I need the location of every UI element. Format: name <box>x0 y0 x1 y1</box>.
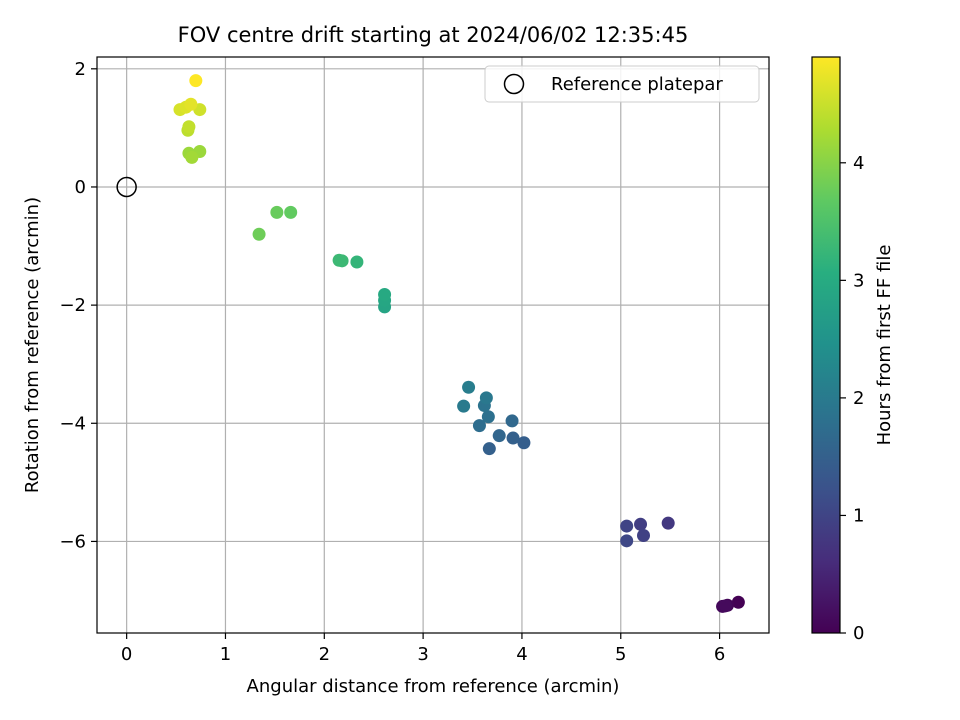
x-axis-ticks: 0 1 2 3 4 5 6 <box>121 633 725 665</box>
legend: Reference platepar <box>484 65 760 103</box>
data-point <box>350 255 364 269</box>
y-tick-label: −6 <box>59 531 86 552</box>
data-point <box>505 414 519 428</box>
scatter-points <box>173 74 745 613</box>
colorbar-gradient <box>811 56 841 634</box>
data-point <box>481 410 495 424</box>
data-point <box>185 150 199 164</box>
y-tick-label: −2 <box>59 295 86 316</box>
data-point <box>731 595 745 609</box>
x-tick-label: 3 <box>417 644 428 665</box>
y-axis-label: Rotation from reference (arcmin) <box>22 197 43 493</box>
grid <box>97 57 769 633</box>
x-tick-label: 2 <box>319 644 330 665</box>
data-point <box>506 431 520 445</box>
data-point <box>189 74 203 88</box>
colorbar-label: Hours from first FF file <box>874 245 895 446</box>
data-point <box>184 97 198 111</box>
colorbar: 0 1 2 3 4 Hours from first FF file <box>811 56 895 644</box>
data-point <box>634 517 648 531</box>
x-tick-label: 4 <box>516 644 527 665</box>
x-axis-label: Angular distance from reference (arcmin) <box>247 676 620 697</box>
x-tick-label: 6 <box>714 644 725 665</box>
data-point <box>636 529 650 543</box>
data-point <box>332 253 346 267</box>
plot-background <box>97 57 769 633</box>
legend-marker <box>503 73 525 95</box>
x-tick-label: 1 <box>220 644 231 665</box>
data-point <box>457 399 471 413</box>
data-point <box>661 516 675 530</box>
data-point <box>620 534 634 548</box>
colorbar-tick-label: 4 <box>853 153 864 174</box>
y-tick-label: −4 <box>59 413 86 434</box>
data-point <box>462 380 476 394</box>
data-point <box>719 599 733 613</box>
legend-entry-label: Reference platepar <box>551 74 723 95</box>
legend-box <box>484 65 760 103</box>
x-tick-label: 5 <box>615 644 626 665</box>
data-point <box>620 519 634 533</box>
reference-platepar-marker <box>116 176 137 198</box>
data-point <box>270 205 284 219</box>
data-point <box>482 442 496 456</box>
chart-title: FOV centre drift starting at 2024/06/02 … <box>178 23 689 47</box>
data-point <box>472 419 486 433</box>
plot-area <box>96 56 770 634</box>
y-tick-label: 0 <box>75 177 86 198</box>
data-point <box>378 287 392 301</box>
data-point <box>517 436 531 450</box>
data-point <box>284 205 298 219</box>
data-point <box>182 120 196 134</box>
data-point <box>492 429 506 443</box>
plot-frame <box>96 56 770 634</box>
colorbar-tick-label: 2 <box>853 388 864 409</box>
data-point <box>252 227 266 241</box>
colorbar-tick-label: 1 <box>853 505 864 526</box>
data-point <box>479 391 493 405</box>
colorbar-tick-label: 3 <box>853 270 864 291</box>
y-axis-ticks: −6 −4 −2 0 2 <box>59 59 97 552</box>
colorbar-ticks: 0 1 2 3 4 <box>840 153 864 644</box>
colorbar-tick-label: 0 <box>853 623 864 644</box>
y-tick-label: 2 <box>75 59 86 80</box>
x-tick-label: 0 <box>121 644 132 665</box>
